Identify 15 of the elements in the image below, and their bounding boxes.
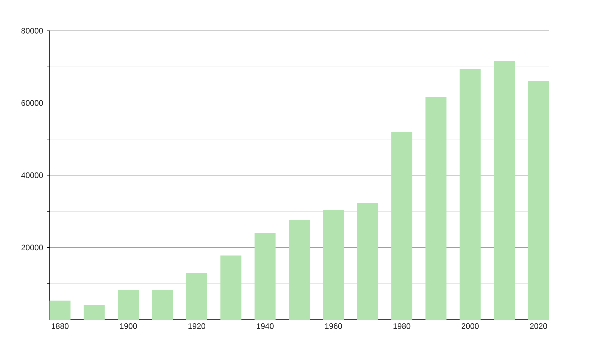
bar [152, 290, 174, 320]
bar [220, 256, 242, 320]
bar [357, 202, 378, 320]
bar [494, 61, 516, 320]
bar [528, 81, 550, 320]
bar [50, 300, 71, 320]
bar [392, 132, 413, 320]
bar [118, 290, 140, 320]
bar [323, 210, 344, 320]
bar [254, 232, 276, 320]
bar [289, 220, 310, 320]
bar [426, 97, 447, 320]
bar [186, 273, 208, 320]
bar [460, 69, 481, 320]
bar [84, 305, 105, 320]
